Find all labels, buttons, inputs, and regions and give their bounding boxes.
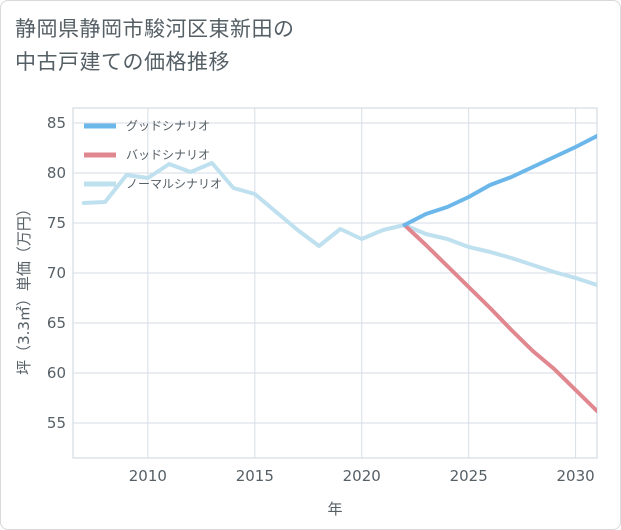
x-tick-label: 2025 <box>450 467 488 485</box>
legend-label-2: ノーマルシナリオ <box>126 177 222 191</box>
chart-title-line1: 静岡県静岡市駿河区東新田の <box>15 17 295 41</box>
y-tick-label: 55 <box>47 414 66 432</box>
x-tick-label: 2030 <box>557 467 595 485</box>
chart-title: 静岡県静岡市駿河区東新田の 中古戸建ての価格推移 <box>15 13 575 79</box>
plot-area <box>72 107 598 459</box>
y-tick-label: 80 <box>47 164 66 182</box>
series-line-2 <box>81 161 597 287</box>
y-tick-label: 65 <box>47 314 66 332</box>
y-tick-label: 70 <box>47 264 66 282</box>
x-tick-label: 2015 <box>236 467 274 485</box>
chart-title-line2: 中古戸建ての価格推移 <box>15 50 230 74</box>
x-axis-title: 年 <box>327 500 342 518</box>
series-line-0 <box>402 134 597 227</box>
legend-label-0: グッドシナリオ <box>126 119 210 133</box>
x-tick-label: 2010 <box>129 467 167 485</box>
y-axis-title: 坪（3.3㎡）単価（万円） <box>15 201 33 375</box>
y-tick-label: 75 <box>47 214 66 232</box>
series-line-1 <box>402 223 597 413</box>
x-tick-label: 2020 <box>343 467 381 485</box>
legend-label-1: バッドシナリオ <box>126 148 210 162</box>
y-tick-label: 60 <box>47 364 66 382</box>
y-tick-label: 85 <box>47 114 66 132</box>
